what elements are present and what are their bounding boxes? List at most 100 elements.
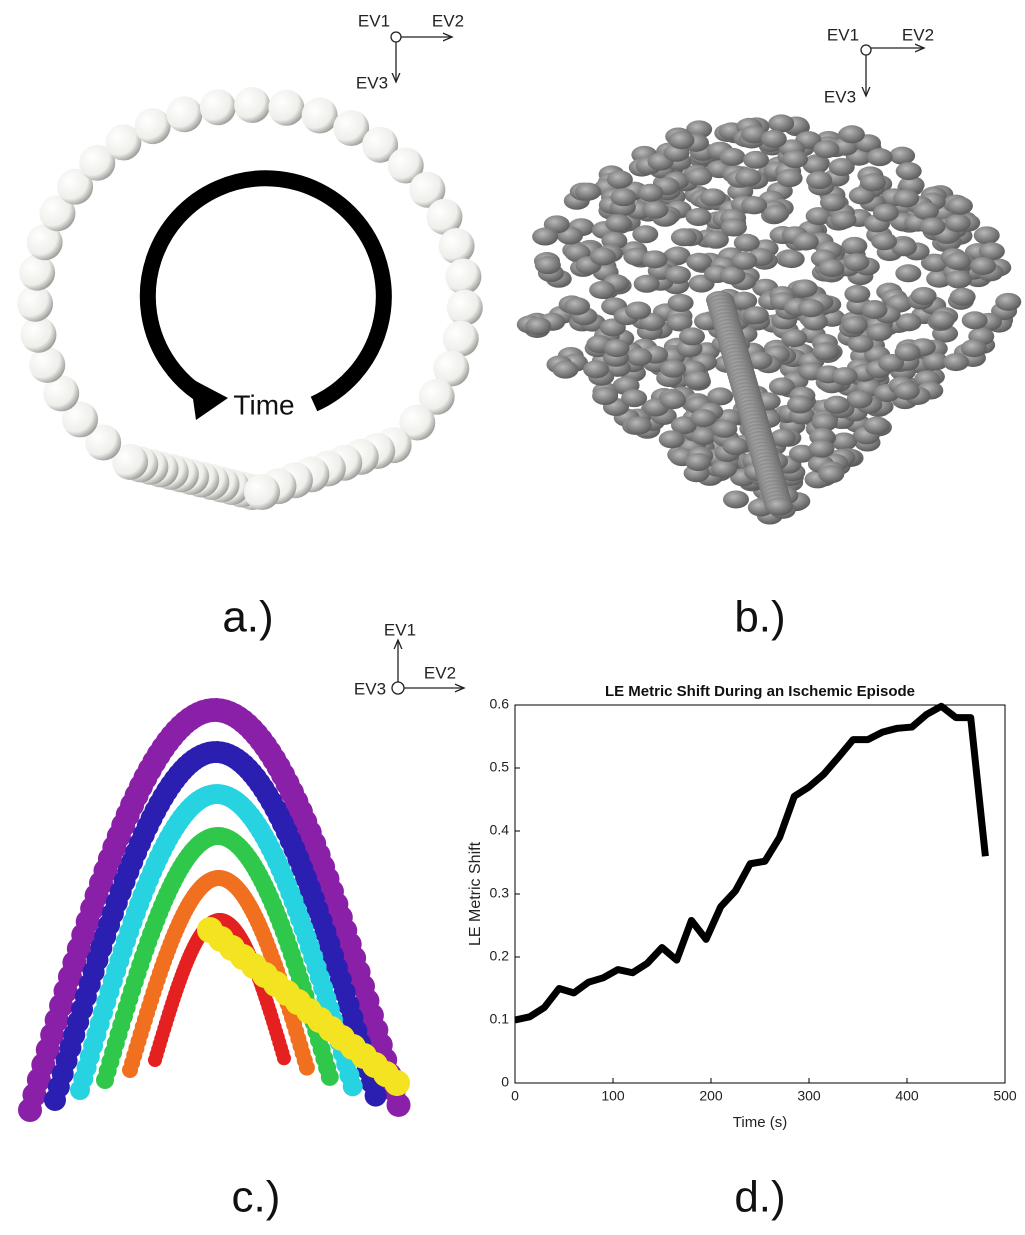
sphere bbox=[621, 389, 648, 408]
panel-label: d.) bbox=[734, 1173, 785, 1222]
y-axis-label: LE Metric Shift bbox=[467, 841, 484, 946]
sphere bbox=[961, 311, 988, 330]
sphere bbox=[949, 287, 976, 306]
sphere bbox=[62, 401, 99, 438]
sphere bbox=[970, 256, 997, 275]
sphere bbox=[973, 226, 1000, 245]
axis-name: EV2 bbox=[902, 25, 934, 44]
y-tick-label: 0.6 bbox=[490, 696, 510, 712]
sphere bbox=[446, 289, 483, 326]
sphere bbox=[910, 286, 937, 305]
sphere bbox=[199, 89, 236, 126]
y-tick-label: 0.3 bbox=[490, 885, 510, 901]
sphere bbox=[625, 301, 652, 320]
sphere bbox=[848, 186, 875, 205]
sphere bbox=[79, 144, 116, 181]
sphere bbox=[928, 311, 955, 330]
sphere bbox=[846, 390, 873, 409]
sphere bbox=[768, 377, 795, 396]
sphere bbox=[686, 252, 713, 271]
sphere bbox=[861, 300, 888, 319]
sphere bbox=[670, 416, 697, 435]
sphere bbox=[664, 265, 691, 284]
sphere bbox=[813, 140, 840, 159]
sphere bbox=[760, 129, 787, 148]
sphere bbox=[763, 204, 790, 223]
sphere bbox=[828, 158, 855, 177]
axis-name: EV3 bbox=[824, 87, 856, 106]
sphere bbox=[686, 120, 713, 139]
sphere bbox=[818, 465, 845, 484]
sphere bbox=[39, 195, 76, 232]
line-chart: LE Metric Shift During an Ischemic Episo… bbox=[467, 683, 1017, 1131]
sphere bbox=[831, 432, 858, 451]
sphere bbox=[740, 125, 767, 144]
axis-name: EV3 bbox=[356, 73, 388, 92]
sphere bbox=[719, 147, 746, 166]
sphere bbox=[805, 207, 832, 226]
axis-name: EV2 bbox=[432, 11, 464, 30]
sphere bbox=[362, 126, 399, 163]
sphere bbox=[660, 359, 687, 378]
sphere bbox=[418, 378, 455, 415]
sphere bbox=[685, 208, 712, 227]
panel-label: a.) bbox=[222, 593, 273, 642]
sphere bbox=[944, 252, 971, 271]
sphere bbox=[426, 198, 463, 235]
sphere bbox=[244, 474, 280, 510]
sphere bbox=[670, 228, 697, 247]
sphere bbox=[743, 150, 770, 169]
sphere bbox=[943, 353, 970, 372]
sphere bbox=[801, 312, 828, 331]
panel-label: b.) bbox=[734, 593, 785, 642]
sphere bbox=[658, 430, 685, 449]
sphere bbox=[782, 150, 809, 169]
sphere bbox=[995, 292, 1022, 311]
sphere bbox=[342, 1076, 363, 1097]
sphere bbox=[778, 250, 805, 269]
sphere bbox=[894, 343, 921, 362]
sphere bbox=[776, 169, 803, 188]
sphere bbox=[685, 453, 712, 472]
sphere bbox=[605, 214, 632, 233]
sphere bbox=[20, 316, 57, 353]
sphere bbox=[919, 217, 946, 236]
sphere bbox=[765, 497, 793, 516]
sphere bbox=[843, 253, 870, 272]
y-tick-label: 0.1 bbox=[490, 1011, 510, 1027]
sphere bbox=[859, 173, 886, 192]
sphere bbox=[105, 124, 142, 161]
sphere bbox=[442, 320, 479, 357]
sphere bbox=[534, 256, 561, 275]
sphere bbox=[960, 339, 987, 358]
sphere bbox=[166, 96, 203, 133]
sphere bbox=[702, 230, 729, 249]
sphere bbox=[891, 238, 918, 257]
sphere bbox=[664, 246, 691, 265]
sphere bbox=[866, 323, 893, 342]
sphere bbox=[893, 381, 920, 400]
sphere bbox=[686, 167, 713, 186]
sphere bbox=[741, 196, 768, 215]
sphere bbox=[320, 1067, 339, 1086]
sphere bbox=[564, 297, 591, 316]
panel-label: c.) bbox=[232, 1173, 281, 1222]
sphere bbox=[871, 232, 898, 251]
sphere bbox=[818, 259, 845, 278]
data-line bbox=[514, 702, 989, 1024]
x-axis-label: Time (s) bbox=[733, 1114, 787, 1131]
sphere bbox=[85, 424, 122, 461]
sphere bbox=[912, 201, 939, 220]
sphere bbox=[806, 171, 833, 190]
sphere bbox=[445, 258, 482, 295]
sphere bbox=[668, 131, 695, 150]
sphere bbox=[637, 183, 664, 202]
sphere bbox=[922, 352, 949, 371]
sphere bbox=[731, 251, 758, 270]
axis-indicator: EV1 EV2 EV3 bbox=[824, 25, 934, 106]
sphere bbox=[830, 210, 857, 229]
sphere bbox=[878, 353, 905, 372]
sphere bbox=[711, 419, 738, 438]
sphere bbox=[811, 413, 838, 432]
